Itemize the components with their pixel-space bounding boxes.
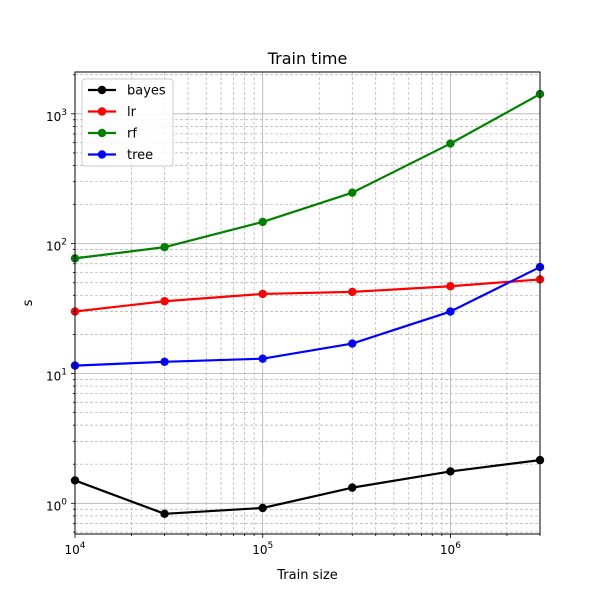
x-tick-label: 105 [252, 541, 273, 557]
series-layer [70, 89, 545, 518]
plot-frame [74, 71, 541, 535]
y-tick-label: 100 [46, 497, 67, 513]
x-axis-label: Train size [276, 568, 338, 583]
x-tick-label: 104 [64, 541, 85, 557]
series-line-rf [74, 93, 541, 260]
data-point-bayes [258, 503, 267, 513]
series-line-tree [74, 266, 541, 367]
series-line-bayes [74, 459, 541, 515]
legend-items: bayes lr rf tree [88, 84, 166, 163]
axis-ticks: 104 105 106 100 101 102 103 [46, 74, 541, 557]
x-tick-label: 106 [440, 541, 461, 557]
data-point-tree [446, 307, 455, 316]
data-point-rf [160, 242, 169, 252]
y-tick-label: 102 [46, 238, 67, 254]
legend-marker [97, 107, 107, 116]
y-tick-label: 101 [46, 367, 67, 383]
data-point-lr [446, 282, 455, 291]
legend-marker [97, 85, 107, 95]
data-point-rf [348, 188, 357, 197]
legend-label: rf [127, 127, 137, 142]
chart-title: Train time [267, 49, 348, 68]
y-axis-label: s [21, 299, 36, 306]
legend-item-bayes: bayes [88, 84, 166, 99]
legend-label: tree [127, 148, 153, 163]
legend-marker [97, 150, 107, 159]
series-line-lr [74, 278, 541, 313]
legend-marker [97, 128, 107, 138]
legend-box [81, 78, 174, 167]
data-point-bayes [160, 509, 169, 518]
data-point-bayes [348, 483, 357, 492]
legend-label: lr [127, 105, 137, 120]
data-point-lr [160, 297, 169, 306]
legend-item-tree: tree [88, 148, 153, 163]
data-point-bayes [446, 467, 455, 476]
data-point-lr [348, 287, 357, 297]
legend-item-rf: rf [88, 127, 137, 142]
data-point-tree [258, 354, 267, 363]
y-tick-label: 103 [46, 108, 67, 124]
data-point-rf [446, 139, 455, 148]
legend-item-lr: lr [88, 105, 137, 120]
legend: bayes lr rf tree [81, 78, 174, 167]
legend-label: bayes [127, 84, 166, 99]
data-point-tree [348, 339, 357, 348]
data-point-rf [258, 217, 267, 227]
data-point-lr [258, 289, 267, 299]
data-point-tree [160, 357, 169, 366]
